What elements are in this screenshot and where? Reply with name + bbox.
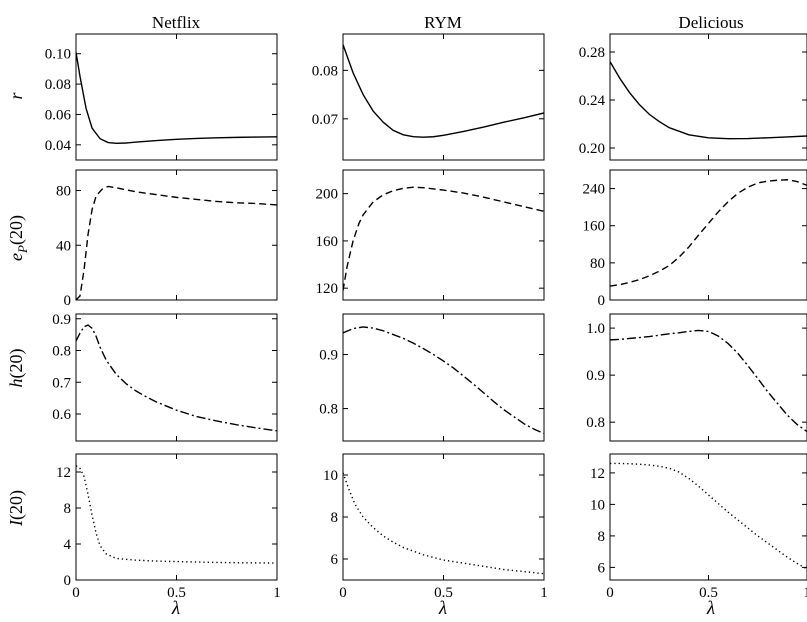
panel-delicious-e-p-20-ytick-label: 160 [583,219,606,235]
panel-netflix-e-p-20: 0 40 80 [56,169,278,309]
panel-netflix-r-ytick-label: 0.06 [45,107,72,123]
panel-rym-h-20-series-line [343,326,544,435]
panel-netflix-h-20-ytick-label: 0.8 [52,344,71,360]
panel-netflix-h-20: 0.6 0.7 0.8 0.9 [52,312,278,442]
panel-netflix-h-20-ytick-label: 0.9 [52,312,71,328]
panel-delicious-r-frame [609,33,807,161]
panel-rym-r-frame [342,33,545,161]
panel-delicious-r-ytick-label: 0.20 [579,141,605,157]
panel-netflix-e-p-20-ytick-label: 80 [56,184,71,200]
panel-delicious-i-20-xtick-label: 0 [606,585,614,601]
panel-rym-r-ytick-label: 0.07 [312,112,339,128]
panel-delicious-r-ytick-label: 0.24 [579,93,606,109]
panel-rym-e-p-20: 120 160 200 [316,169,545,301]
column-title-rym: RYM [424,13,462,32]
panel-delicious-i-20-frame [609,453,807,581]
panel-rym-h-20-ytick-label: 0.8 [319,402,338,418]
panel-rym-r-series-line [343,44,544,138]
panel-netflix-h-20-series-line [76,324,277,432]
panel-netflix-e-p-20-ytick-label: 40 [56,238,71,254]
panel-rym-r-ytick-label: 0.08 [312,63,338,79]
row-labels: r eP(20) h(20) I(20) [6,92,30,527]
panel-netflix-i-20-ytick-label: 4 [64,537,72,553]
panel-delicious-i-20-ytick-label: 12 [590,466,605,482]
x-axis-label-rym: λ [438,598,447,619]
panel-rym-i-20-ytick-label: 10 [323,468,338,484]
panel-rym-e-p-20-ytick-label: 200 [316,187,339,203]
panel-netflix-r-ytick-label: 0.08 [45,77,71,93]
panel-netflix-e-p-20-ytick-label: 0 [64,293,72,309]
x-axis-labels: λ λ λ [171,598,715,619]
panel-delicious-i-20-ytick-label: 6 [598,560,606,576]
panel-netflix-h-20-ytick-label: 0.6 [52,407,71,423]
panel-netflix-h-20-ytick-label: 0.7 [52,375,71,391]
panel-netflix-e-p-20-series-line [76,185,277,300]
panel-netflix-r: 0.04 0.06 0.08 0.10 [45,33,278,161]
panel-delicious-e-p-20: 0 80 160 240 [583,169,807,309]
panel-netflix-h-20-frame [75,313,278,442]
panel-delicious-h-20: 0.8 0.9 1.0 [586,313,807,442]
panel-netflix-i-20-xtick-label: 0.5 [167,585,186,601]
panel-netflix-i-20-frame [75,453,278,581]
panel-netflix-i-20-ytick-label: 8 [64,501,72,517]
panel-rym-e-p-20-ytick-label: 120 [316,281,339,297]
panel-delicious-e-p-20-ytick-label: 240 [583,182,606,198]
panel-delicious-i-20-series-line [610,462,807,570]
panel-netflix-r-ytick-label: 0.10 [45,47,71,63]
panel-delicious-h-20-ytick-label: 0.8 [586,415,605,431]
panel-delicious-r-ytick-label: 0.28 [579,45,605,61]
column-title-netflix: Netflix [152,13,201,32]
row-label-h20: h(20) [6,349,27,388]
panel-delicious-h-20-ytick-label: 0.9 [586,368,605,384]
panel-rym-i-20: 6 8 10 0 0.5 1 [323,453,548,601]
panel-rym-i-20-ytick-label: 8 [331,510,339,526]
column-titles: Netflix RYM Delicious [152,13,744,32]
panel-netflix-r-series-line [76,52,277,145]
panel-rym-h-20-ytick-label: 0.9 [319,348,338,364]
x-axis-label-delicious: λ [706,598,715,619]
panel-delicious-i-20-xtick-label: 0.5 [699,585,718,601]
panel-delicious-h-20-ytick-label: 1.0 [586,321,605,337]
panel-delicious-r-series-line [610,61,807,140]
panel-netflix-r-ytick-label: 0.04 [45,138,72,154]
panel-netflix-i-20-ytick-label: 0 [64,573,72,589]
panel-rym-i-20-frame [342,453,545,581]
panel-netflix-i-20: 0 4 8 12 0 0.5 1 [56,453,281,601]
panel-delicious-i-20: 6 8 10 12 0 0.5 1 [590,453,807,601]
panel-delicious-h-20-series-line [610,329,807,433]
panel-rym-i-20-ytick-label: 6 [331,552,339,568]
panel-rym-r: 0.07 0.08 [312,33,545,161]
panel-delicious-e-p-20-frame [609,169,807,301]
panel-delicious-e-p-20-series-line [610,179,807,287]
panel-rym-i-20-xtick-label: 0 [339,585,347,601]
panel-rym-i-20-xtick-label: 0.5 [434,585,453,601]
panel-rym-e-p-20-series-line [343,186,544,291]
column-title-delicious: Delicious [678,13,743,32]
panel-delicious-i-20-ytick-label: 10 [590,497,605,513]
panel-netflix-e-p-20-frame [75,169,278,301]
panel-delicious-h-20-frame [609,313,807,442]
panel-netflix-i-20-xtick-label: 0 [72,585,80,601]
panel-rym-h-20: 0.8 0.9 [319,313,545,442]
panel-delicious-e-p-20-ytick-label: 0 [598,293,606,309]
panel-rym-i-20-xtick-label: 1 [540,585,548,601]
row-label-ep20: eP(20) [6,215,30,261]
panel-netflix-i-20-ytick-label: 12 [56,465,71,481]
panel-netflix-i-20-series-line [76,465,277,564]
panel-delicious-r: 0.20 0.24 0.28 [579,33,807,161]
panels: 0.040.060.080.100.070.080.200.240.280408… [45,33,807,601]
panel-delicious-i-20-ytick-label: 8 [598,529,606,545]
panel-rym-h-20-frame [342,313,545,442]
row-label-r: r [6,92,26,100]
panel-delicious-i-20-xtick-label: 1 [803,585,807,601]
panel-rym-e-p-20-ytick-label: 160 [316,234,339,250]
panel-delicious-e-p-20-ytick-label: 80 [590,256,605,272]
row-label-i20: I(20) [6,490,27,527]
panel-netflix-i-20-xtick-label: 1 [273,585,281,601]
panel-rym-i-20-series-line [343,472,544,575]
x-axis-label-netflix: λ [171,598,180,619]
